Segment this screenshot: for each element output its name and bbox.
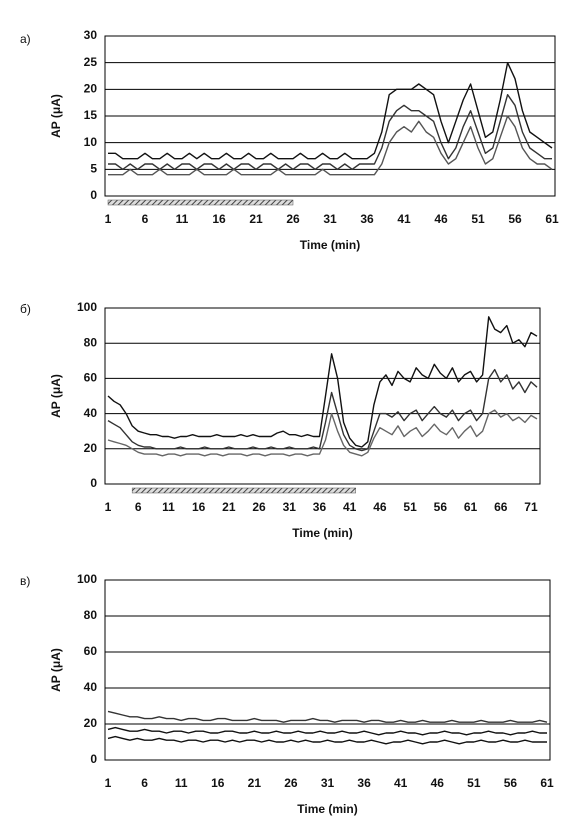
x-tick-label: 36 (360, 212, 374, 226)
x-tick-label: 61 (545, 212, 559, 226)
x-tick-label: 46 (373, 500, 387, 514)
x-tick-label: 46 (431, 776, 445, 790)
x-tick-label: 26 (252, 500, 266, 514)
y-tick-label: 25 (84, 55, 98, 69)
x-tick-label: 31 (321, 776, 335, 790)
x-tick-label: 11 (176, 212, 189, 226)
x-tick-label: 1 (105, 500, 112, 514)
series-line (108, 94, 552, 170)
y-tick-label: 60 (84, 371, 98, 385)
x-tick-label: 11 (175, 776, 188, 790)
y-tick-label: 30 (84, 28, 98, 42)
y-tick-label: 40 (84, 680, 98, 694)
x-tick-label: 36 (313, 500, 327, 514)
series-line (107, 710, 548, 723)
x-axis-title: Time (min) (297, 802, 357, 816)
y-tick-label: 15 (84, 108, 98, 122)
series-line (107, 735, 547, 745)
panel-label: в) (20, 574, 30, 588)
y-tick-label: 20 (84, 716, 98, 730)
x-tick-label: 1 (105, 212, 112, 226)
plot-frame (104, 579, 551, 761)
x-tick-label: 36 (357, 776, 371, 790)
x-tick-label: 1 (105, 776, 112, 790)
plot-frame (104, 35, 556, 197)
y-tick-label: 20 (84, 82, 98, 96)
y-axis-title: AP (μA) (49, 374, 63, 418)
series-line (108, 115, 553, 176)
panel-label: б) (20, 302, 31, 316)
x-tick-label: 51 (403, 500, 417, 514)
y-axis-title: AP (μA) (49, 648, 63, 692)
x-tick-label: 51 (471, 212, 485, 226)
x-tick-label: 16 (192, 500, 206, 514)
x-tick-label: 21 (222, 500, 236, 514)
x-axis-title: Time (min) (300, 238, 360, 252)
y-tick-label: 0 (90, 188, 97, 202)
x-tick-label: 41 (397, 212, 411, 226)
x-tick-label: 16 (211, 776, 225, 790)
x-tick-label: 71 (524, 500, 538, 514)
series-line (107, 316, 538, 448)
x-tick-label: 56 (434, 500, 448, 514)
series-line (107, 726, 547, 736)
x-tick-label: 31 (283, 500, 297, 514)
series-line (107, 409, 538, 457)
x-tick-label: 26 (284, 776, 298, 790)
x-tick-label: 46 (434, 212, 448, 226)
y-tick-label: 60 (84, 644, 98, 658)
x-tick-label: 56 (504, 776, 518, 790)
y-tick-label: 100 (77, 572, 97, 586)
y-axis-title: AP (μA) (49, 94, 63, 138)
x-tick-label: 16 (212, 212, 226, 226)
series-line (108, 62, 553, 160)
x-tick-label: 21 (248, 776, 262, 790)
y-tick-label: 10 (84, 135, 98, 149)
series-line (107, 368, 538, 452)
x-tick-label: 66 (494, 500, 508, 514)
x-tick-label: 41 (343, 500, 357, 514)
y-tick-label: 20 (84, 441, 98, 455)
x-tick-label: 21 (249, 212, 263, 226)
y-tick-label: 40 (84, 406, 98, 420)
plot-frame (104, 307, 541, 485)
x-tick-label: 11 (162, 500, 175, 514)
y-tick-label: 5 (90, 162, 97, 176)
x-axis-title: Time (min) (292, 526, 352, 540)
treatment-bar (107, 199, 294, 206)
x-tick-label: 51 (467, 776, 481, 790)
x-tick-label: 61 (540, 776, 554, 790)
y-tick-label: 0 (90, 476, 97, 490)
panel-label: а) (20, 32, 31, 46)
y-tick-label: 80 (84, 608, 98, 622)
x-tick-label: 6 (135, 500, 142, 514)
x-tick-label: 56 (508, 212, 522, 226)
x-tick-label: 26 (286, 212, 300, 226)
x-tick-label: 6 (141, 776, 148, 790)
y-tick-label: 80 (84, 335, 98, 349)
y-tick-label: 100 (77, 300, 97, 314)
x-tick-label: 61 (464, 500, 478, 514)
treatment-bar (131, 487, 356, 494)
x-tick-label: 41 (394, 776, 408, 790)
x-tick-label: 6 (142, 212, 149, 226)
x-tick-label: 31 (323, 212, 337, 226)
y-tick-label: 0 (90, 752, 97, 766)
